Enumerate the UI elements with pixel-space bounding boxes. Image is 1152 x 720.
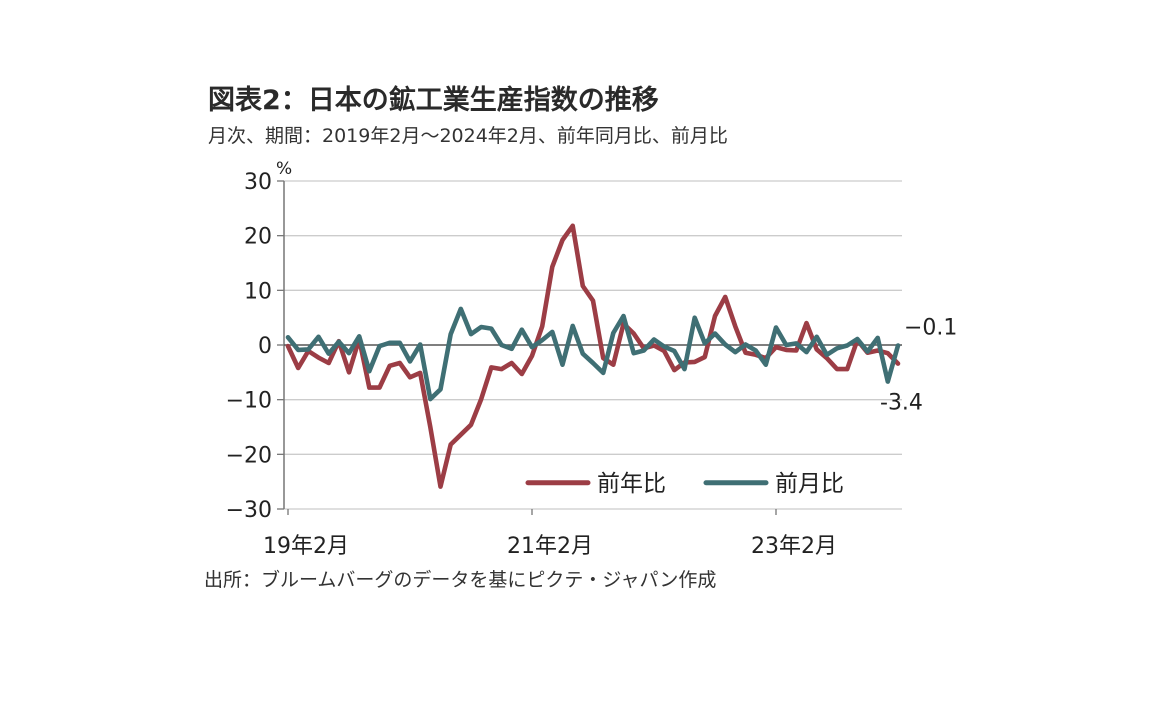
x-tick-label: 21年2月 xyxy=(507,534,593,559)
x-tick-label: 19年2月 xyxy=(263,534,349,559)
y-tick-label: −20 xyxy=(226,443,272,468)
y-tick-labels: 30 20 10 0 −10 −20 −30 xyxy=(226,170,272,523)
y-tick-label: −10 xyxy=(226,389,272,414)
yoy-last-value-label: -3.4 xyxy=(880,391,923,416)
legend-label-mom: 前月比 xyxy=(775,471,844,497)
chart-title: 図表2：日本の鉱工業生産指数の推移 xyxy=(208,85,659,116)
x-tick-labels: 19年2月 21年2月 23年2月 xyxy=(263,509,837,559)
y-tick-label: 0 xyxy=(258,334,272,359)
series-line-yoy xyxy=(285,223,901,489)
y-tick-label: 30 xyxy=(244,170,272,195)
y-tick-label: 10 xyxy=(244,279,272,304)
series-lines xyxy=(285,223,901,489)
y-tick-label: −30 xyxy=(226,498,272,523)
mom-last-value-label: −0.1 xyxy=(904,316,957,341)
legend-label-yoy: 前年比 xyxy=(597,471,666,497)
y-tick-label: 20 xyxy=(244,225,272,250)
source-note: 出所：ブルームバーグのデータを基にピクテ・ジャパン作成 xyxy=(204,569,717,591)
x-tick-label: 23年2月 xyxy=(751,534,837,559)
chart-subtitle: 月次、期間：2019年2月～2024年2月、前年同月比、前月比 xyxy=(208,125,728,147)
legend: 前年比 前月比 xyxy=(525,471,844,497)
grid-lines xyxy=(277,180,902,510)
unit-label: % xyxy=(276,159,292,179)
series-line-mom xyxy=(285,306,901,402)
